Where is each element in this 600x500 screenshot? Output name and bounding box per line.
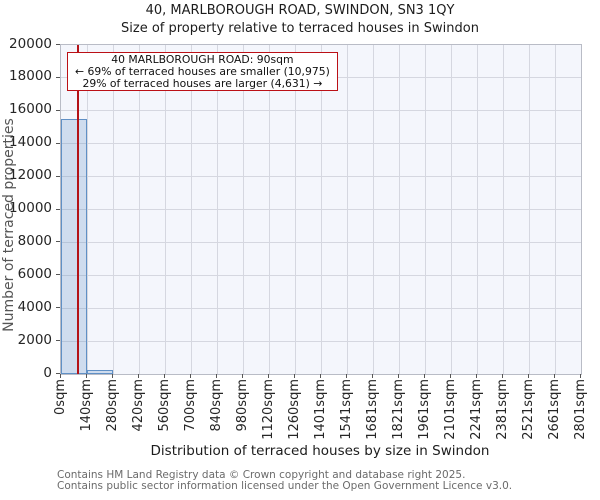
x-tick-label: 140sqm: [78, 379, 94, 432]
histogram-bar: [61, 119, 87, 374]
x-tick-label: 2101sqm: [442, 379, 458, 440]
v-gridline: [294, 45, 296, 374]
x-tick-mark: [398, 374, 399, 378]
x-tick-label: 2661sqm: [546, 379, 562, 440]
v-gridline: [450, 45, 452, 374]
marker-annotation: 40 MARLBOROUGH ROAD: 90sqm ← 69% of terr…: [67, 52, 338, 92]
x-tick-mark: [294, 374, 295, 378]
x-tick-mark: [476, 374, 477, 378]
v-gridline: [164, 45, 166, 374]
y-tick-mark: [56, 373, 60, 374]
x-tick-label: 700sqm: [182, 379, 198, 432]
x-tick-label: 420sqm: [130, 379, 146, 432]
chart-subtitle: Size of property relative to terraced ho…: [121, 21, 479, 36]
x-tick-label: 1120sqm: [260, 379, 276, 440]
y-tick-label: 20000: [9, 35, 52, 52]
y-tick-mark: [56, 274, 60, 276]
annotation-line-1: 40 MARLBOROUGH ROAD: 90sqm: [111, 53, 294, 66]
histogram-bar: [87, 369, 113, 374]
x-tick-label: 280sqm: [104, 379, 120, 432]
v-gridline: [502, 45, 504, 374]
v-gridline: [138, 45, 140, 374]
y-tick-mark: [56, 208, 60, 210]
x-tick-label: 1401sqm: [312, 379, 328, 440]
x-tick-mark: [450, 374, 451, 378]
property-marker-line: [76, 45, 79, 374]
x-tick-label: 2241sqm: [468, 379, 484, 440]
x-tick-mark: [580, 374, 581, 378]
v-gridline: [372, 45, 374, 374]
v-gridline: [86, 45, 88, 374]
v-gridline: [242, 45, 244, 374]
x-tick-mark: [242, 374, 243, 378]
v-gridline: [476, 45, 478, 374]
v-gridline: [112, 45, 114, 374]
y-tick-mark: [56, 109, 60, 111]
y-tick-mark: [56, 44, 60, 45]
x-tick-label: 0sqm: [52, 379, 68, 415]
y-tick-label: 10000: [9, 200, 52, 216]
v-gridline: [528, 45, 530, 374]
annotation-line-2: ← 69% of terraced houses are smaller (10…: [75, 64, 330, 78]
y-tick-label: 16000: [9, 101, 52, 118]
x-tick-mark: [320, 374, 321, 378]
annotation-line-3: 29% of terraced houses are larger (4,631…: [82, 76, 323, 90]
y-tick-label: 6000: [17, 265, 52, 282]
x-tick-label: 840sqm: [208, 379, 224, 432]
footer-line-2: Contains public sector information licen…: [57, 480, 513, 492]
y-tick-label: 0: [43, 364, 52, 381]
x-tick-label: 2381sqm: [494, 379, 510, 440]
x-tick-label: 1681sqm: [364, 379, 380, 440]
v-gridline: [554, 45, 556, 374]
chart-title: 40, MARLBOROUGH ROAD, SWINDON, SN3 1QY: [145, 3, 455, 18]
y-tick-mark: [56, 175, 60, 177]
v-gridline: [268, 45, 270, 374]
x-tick-mark: [138, 374, 139, 378]
x-tick-label: 1821sqm: [390, 379, 406, 440]
y-tick-mark: [56, 307, 60, 309]
x-tick-mark: [502, 374, 503, 378]
y-tick-mark: [56, 76, 60, 78]
x-tick-mark: [216, 374, 217, 378]
x-tick-label: 2521sqm: [520, 379, 536, 440]
x-tick-label: 980sqm: [234, 379, 250, 432]
x-axis-label: Distribution of terraced houses by size …: [150, 443, 490, 459]
v-gridline: [190, 45, 192, 374]
x-tick-mark: [554, 374, 555, 378]
y-tick-label: 2000: [17, 331, 52, 348]
footer-line-1: Contains HM Land Registry data © Crown c…: [57, 469, 466, 481]
x-tick-label: 1260sqm: [286, 379, 302, 440]
y-tick-mark: [56, 340, 60, 342]
v-gridline: [398, 45, 400, 374]
y-tick-label: 8000: [17, 232, 52, 249]
v-gridline: [320, 45, 322, 374]
x-tick-mark: [190, 374, 191, 378]
footer-attribution: Contains HM Land Registry data © Crown c…: [57, 470, 512, 492]
x-tick-label: 1541sqm: [338, 379, 354, 440]
y-tick-mark: [56, 241, 60, 243]
y-tick-label: 18000: [9, 68, 52, 85]
x-tick-mark: [268, 374, 269, 378]
x-tick-mark: [424, 374, 425, 378]
y-tick-label: 14000: [9, 134, 52, 151]
x-tick-mark: [86, 374, 87, 378]
x-tick-mark: [346, 374, 347, 378]
x-tick-mark: [528, 374, 529, 378]
plot-area: 40 MARLBOROUGH ROAD: 90sqm ← 69% of terr…: [60, 44, 582, 375]
x-tick-label: 560sqm: [156, 379, 172, 432]
x-tick-mark: [372, 374, 373, 378]
y-tick-mark: [56, 142, 60, 144]
y-tick-label: 4000: [17, 298, 52, 315]
x-tick-mark: [112, 374, 113, 378]
y-tick-label: 12000: [9, 167, 52, 184]
x-tick-label: 2801sqm: [572, 379, 588, 440]
v-gridline: [216, 45, 218, 374]
x-tick-mark: [60, 374, 61, 378]
v-gridline: [346, 45, 348, 374]
x-tick-label: 1961sqm: [416, 379, 432, 440]
v-gridline: [424, 45, 426, 374]
x-tick-mark: [164, 374, 165, 378]
